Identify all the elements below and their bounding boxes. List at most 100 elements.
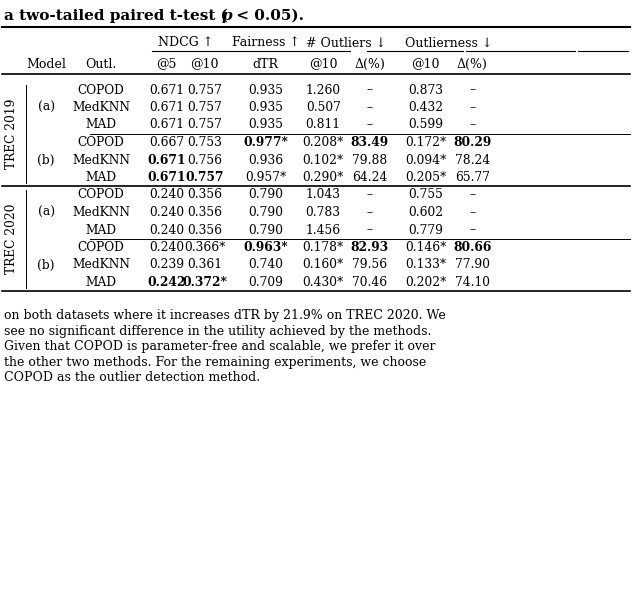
- Text: 0.935: 0.935: [248, 101, 283, 114]
- Text: < 0.05).: < 0.05).: [231, 9, 304, 23]
- Text: 0.757: 0.757: [188, 118, 222, 131]
- Text: 0.240: 0.240: [149, 206, 184, 219]
- Text: 78.24: 78.24: [454, 154, 490, 167]
- Text: 0.957*: 0.957*: [245, 171, 286, 184]
- Text: 0.290*: 0.290*: [303, 171, 344, 184]
- Text: 77.90: 77.90: [455, 259, 490, 272]
- Text: –: –: [367, 223, 373, 237]
- Text: 0.361: 0.361: [188, 259, 222, 272]
- Text: (a): (a): [38, 101, 54, 114]
- Text: @5: @5: [156, 58, 177, 71]
- Text: 0.102*: 0.102*: [303, 154, 344, 167]
- Text: –: –: [469, 188, 476, 201]
- Text: 80.66: 80.66: [453, 241, 492, 254]
- Text: Outl.: Outl.: [86, 58, 116, 71]
- Text: COPOD: COPOD: [77, 241, 125, 254]
- Text: 0.671: 0.671: [147, 154, 186, 167]
- Text: Δ(%): Δ(%): [457, 58, 488, 71]
- Text: (b): (b): [37, 259, 55, 272]
- Text: 0.160*: 0.160*: [303, 259, 344, 272]
- Text: 0.356: 0.356: [188, 206, 222, 219]
- Text: 1.043: 1.043: [306, 188, 340, 201]
- Text: 0.671: 0.671: [149, 101, 184, 114]
- Text: 0.094*: 0.094*: [405, 154, 446, 167]
- Text: dTR: dTR: [253, 58, 278, 71]
- Text: 79.88: 79.88: [352, 154, 388, 167]
- Text: MAD: MAD: [86, 171, 116, 184]
- Text: 0.671: 0.671: [149, 84, 184, 97]
- Text: 0.133*: 0.133*: [405, 259, 446, 272]
- Text: 74.10: 74.10: [455, 276, 490, 289]
- Text: 0.977*: 0.977*: [243, 136, 288, 149]
- Text: 0.709: 0.709: [248, 276, 283, 289]
- Text: 0.239: 0.239: [149, 259, 184, 272]
- Text: 0.811: 0.811: [306, 118, 340, 131]
- Text: 0.240: 0.240: [149, 223, 184, 237]
- Text: 65.77: 65.77: [455, 171, 490, 184]
- Text: 64.24: 64.24: [352, 171, 388, 184]
- Text: 0.756: 0.756: [188, 154, 222, 167]
- Text: 0.783: 0.783: [306, 206, 340, 219]
- Text: 0.790: 0.790: [248, 188, 283, 201]
- Text: MedKNN: MedKNN: [72, 101, 130, 114]
- Text: (b): (b): [37, 154, 55, 167]
- Text: 0.372*: 0.372*: [182, 276, 227, 289]
- Text: –: –: [469, 206, 476, 219]
- Text: 0.757: 0.757: [188, 101, 222, 114]
- Text: 0.599: 0.599: [408, 118, 443, 131]
- Text: TREC 2020: TREC 2020: [5, 204, 18, 274]
- Text: 0.935: 0.935: [248, 118, 283, 131]
- Text: 83.49: 83.49: [351, 136, 389, 149]
- Text: 0.790: 0.790: [248, 206, 283, 219]
- Text: 0.963*: 0.963*: [243, 241, 288, 254]
- Text: 0.740: 0.740: [248, 259, 283, 272]
- Text: 0.205*: 0.205*: [405, 171, 446, 184]
- Text: MedKNN: MedKNN: [72, 154, 130, 167]
- Text: –: –: [469, 101, 476, 114]
- Text: see no significant difference in the utility achieved by the methods.: see no significant difference in the uti…: [4, 325, 431, 337]
- Text: 0.240: 0.240: [149, 188, 184, 201]
- Text: TREC 2019: TREC 2019: [5, 98, 18, 169]
- Text: 82.93: 82.93: [351, 241, 389, 254]
- Text: COPOD: COPOD: [77, 84, 125, 97]
- Text: –: –: [469, 84, 476, 97]
- Text: 0.430*: 0.430*: [303, 276, 344, 289]
- Text: COPOD: COPOD: [77, 136, 125, 149]
- Text: –: –: [469, 223, 476, 237]
- Text: 0.432: 0.432: [408, 101, 443, 114]
- Text: 0.671: 0.671: [147, 171, 186, 184]
- Text: Fairness ↑: Fairness ↑: [232, 37, 300, 49]
- Text: 0.753: 0.753: [188, 136, 222, 149]
- Text: 0.240: 0.240: [149, 241, 184, 254]
- Text: 0.873: 0.873: [408, 84, 443, 97]
- Text: 0.779: 0.779: [408, 223, 443, 237]
- Text: @10: @10: [309, 58, 337, 71]
- Text: 0.178*: 0.178*: [303, 241, 344, 254]
- Text: (a): (a): [38, 206, 54, 219]
- Text: 80.29: 80.29: [453, 136, 492, 149]
- Text: –: –: [367, 118, 373, 131]
- Text: a two-tailed paired t-test (: a two-tailed paired t-test (: [4, 9, 228, 23]
- Text: 0.208*: 0.208*: [303, 136, 344, 149]
- Text: –: –: [469, 118, 476, 131]
- Text: the other two methods. For the remaining experiments, we choose: the other two methods. For the remaining…: [4, 356, 426, 369]
- Text: 0.366*: 0.366*: [184, 241, 225, 254]
- Text: 0.602: 0.602: [408, 206, 443, 219]
- Text: 0.172*: 0.172*: [405, 136, 446, 149]
- Text: NDCG ↑: NDCG ↑: [158, 37, 213, 49]
- Text: COPOD: COPOD: [77, 188, 125, 201]
- Text: 0.757: 0.757: [188, 84, 222, 97]
- Text: # Outliers ↓: # Outliers ↓: [307, 37, 387, 49]
- Text: –: –: [367, 206, 373, 219]
- Text: p: p: [222, 9, 232, 23]
- Text: 0.790: 0.790: [248, 223, 283, 237]
- Text: 0.667: 0.667: [149, 136, 184, 149]
- Text: 0.757: 0.757: [186, 171, 224, 184]
- Text: MedKNN: MedKNN: [72, 206, 130, 219]
- Text: 0.755: 0.755: [408, 188, 443, 201]
- Text: –: –: [367, 101, 373, 114]
- Text: MAD: MAD: [86, 223, 116, 237]
- Text: 0.146*: 0.146*: [405, 241, 446, 254]
- Text: 0.935: 0.935: [248, 84, 283, 97]
- Text: MAD: MAD: [86, 276, 116, 289]
